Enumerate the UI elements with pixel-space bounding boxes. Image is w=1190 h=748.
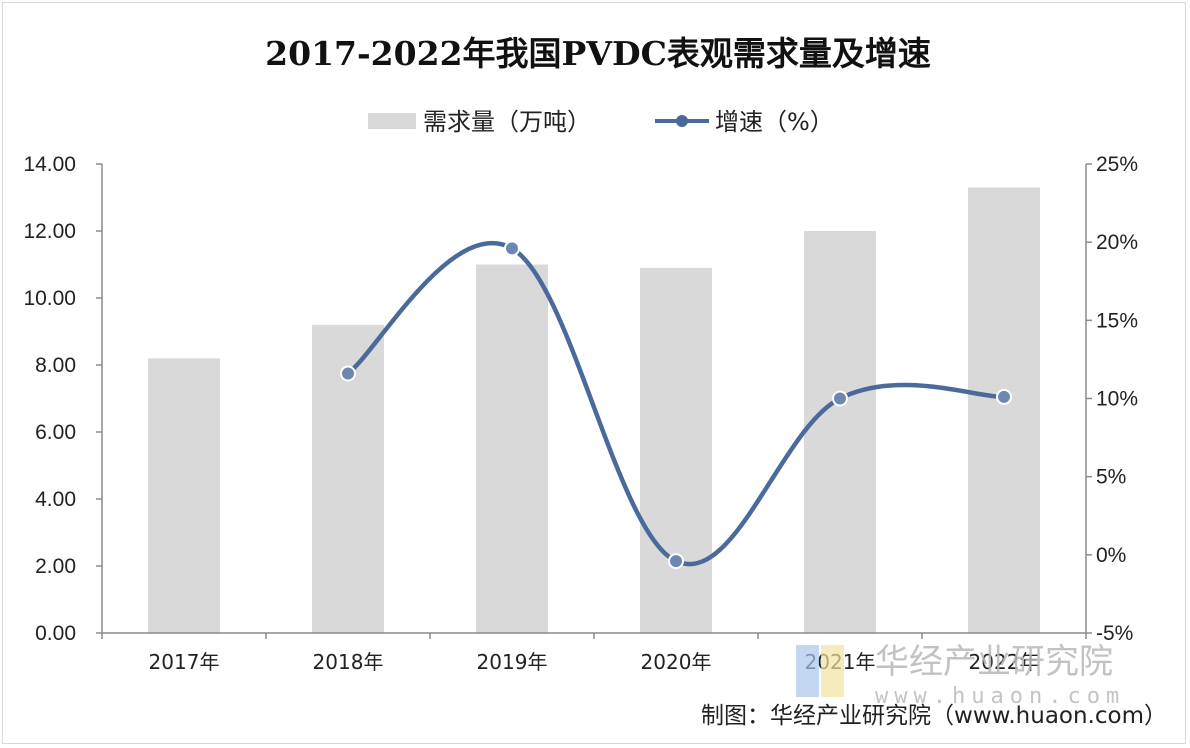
legend-line-label: 增速（%）	[715, 108, 834, 136]
x-tick-label: 2022年	[969, 650, 1040, 674]
growth-point	[832, 390, 848, 407]
watermark-url: www.huaon.com	[875, 684, 1125, 709]
x-tick-label: 2020年	[641, 650, 712, 674]
left-tick-label: 8.00	[35, 354, 76, 377]
right-tick-label: 10%	[1096, 388, 1138, 411]
watermark-logo-yellow	[821, 645, 844, 697]
left-tick-label: 0.00	[35, 622, 76, 645]
source-note: 制图：华经产业研究院（www.huaon.com）	[701, 703, 1167, 729]
left-tick-label: 6.00	[35, 421, 76, 444]
watermark: 华经产业研究院 www.huaon.com	[796, 642, 1125, 709]
growth-line	[345, 240, 1007, 567]
left-tick-label: 14.00	[23, 153, 76, 176]
chart-title: 2017-2022年我国PVDC表观需求量及增速	[265, 34, 931, 73]
bar	[476, 264, 548, 633]
legend-bar-swatch	[368, 113, 416, 129]
bar	[148, 358, 220, 633]
right-tick-label: 5%	[1096, 466, 1126, 489]
left-tick-label: 10.00	[23, 287, 76, 310]
bar	[804, 231, 876, 633]
legend-bar-label: 需求量（万吨）	[423, 108, 591, 136]
x-tick-label: 2017年	[149, 650, 220, 674]
right-tick-label: 0%	[1096, 544, 1126, 567]
x-tick-label: 2019年	[477, 650, 548, 674]
left-tick-label: 4.00	[35, 488, 76, 511]
watermark-name: 华经产业研究院	[875, 642, 1113, 682]
legend-line-marker	[676, 115, 688, 127]
watermark-logo-blue	[796, 645, 819, 697]
growth-point	[340, 365, 356, 382]
bar	[968, 187, 1040, 633]
legend: 需求量（万吨） 增速（%）	[368, 108, 834, 136]
x-tick-label: 2018年	[313, 650, 384, 674]
left-tick-label: 12.00	[23, 220, 76, 243]
plot-area: 0.00 2.00 4.00 6.00 8.00 10.00 12.00 14.00 -5% 0%…	[23, 153, 1138, 674]
left-tick-label: 2.00	[35, 555, 76, 578]
right-tick-label: -5%	[1096, 622, 1133, 645]
chart-canvas: 2017-2022年我国PVDC表观需求量及增速 需求量（万吨） 增速（%） 0…	[23, 34, 1167, 729]
right-tick-label: 15%	[1096, 309, 1138, 332]
bar	[640, 267, 712, 633]
right-tick-label: 25%	[1096, 153, 1138, 176]
growth-point	[504, 240, 520, 257]
growth-point	[668, 553, 684, 570]
growth-point	[996, 388, 1012, 405]
right-tick-label: 20%	[1096, 231, 1138, 254]
